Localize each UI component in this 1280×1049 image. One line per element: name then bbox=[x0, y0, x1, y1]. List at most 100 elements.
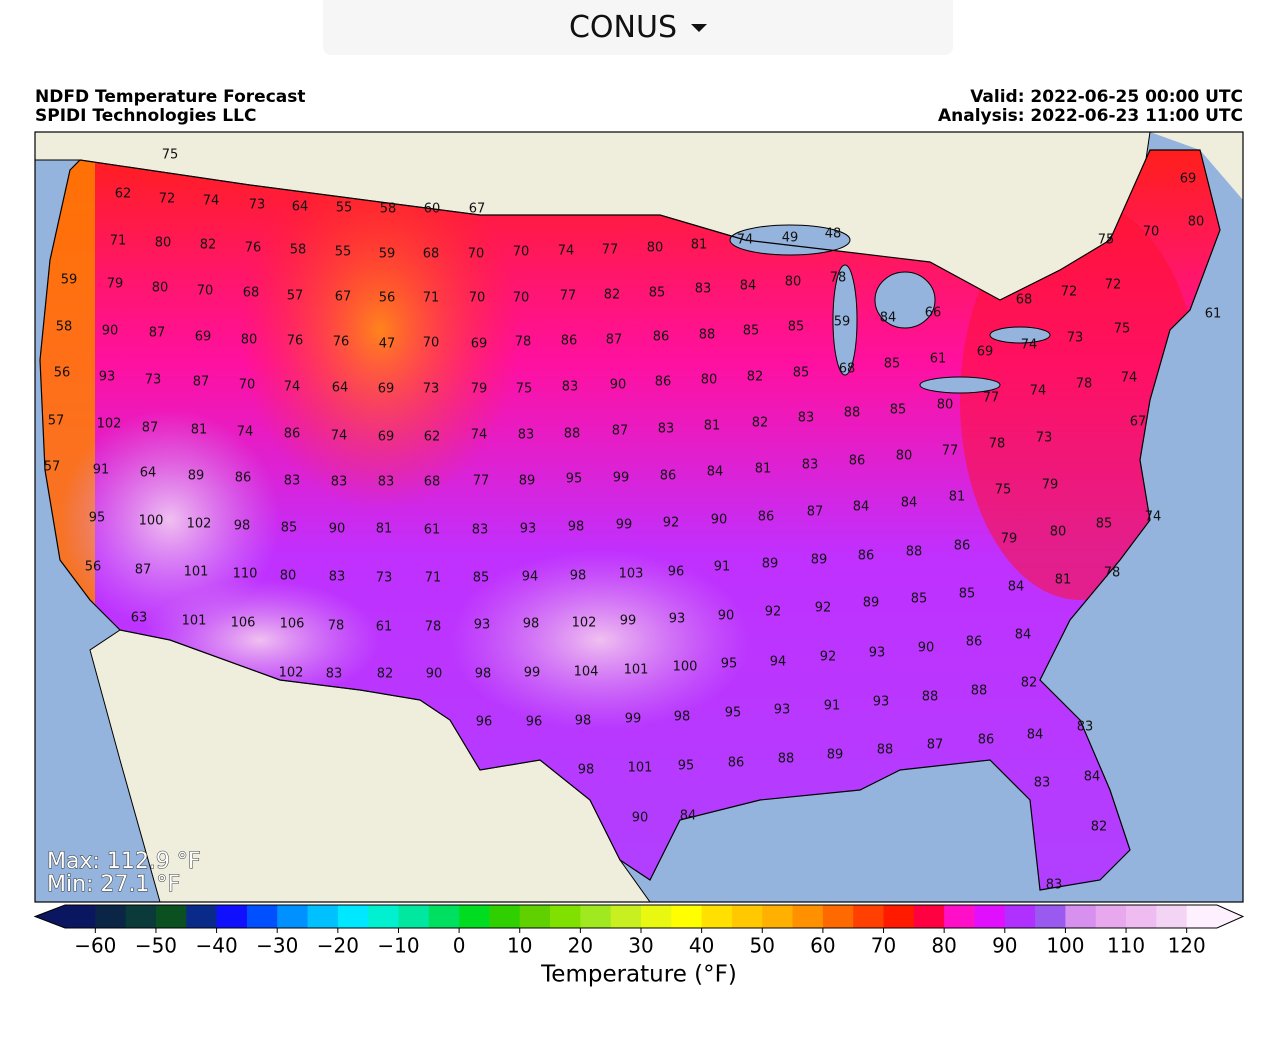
station-value: 69 bbox=[378, 382, 395, 397]
station-value: 75 bbox=[162, 148, 179, 163]
station-value: 91 bbox=[714, 560, 731, 575]
station-value: 98 bbox=[570, 569, 587, 584]
station-value: 89 bbox=[863, 596, 880, 611]
station-value: 78 bbox=[1104, 566, 1121, 581]
colorbar-segment bbox=[550, 905, 581, 928]
station-value: 85 bbox=[649, 286, 666, 301]
region-selector[interactable]: CONUS bbox=[323, 0, 953, 55]
station-value: 93 bbox=[774, 703, 791, 718]
station-value: 56 bbox=[379, 291, 396, 306]
station-value: 73 bbox=[249, 198, 266, 213]
colorbar-tick-label: 80 bbox=[931, 934, 956, 958]
station-value: 85 bbox=[890, 403, 907, 418]
station-value: 55 bbox=[336, 201, 353, 216]
colorbar-segment bbox=[1186, 905, 1218, 928]
station-value: 74 bbox=[471, 428, 488, 443]
colorbar-segment bbox=[125, 905, 157, 928]
station-value: 81 bbox=[949, 490, 966, 505]
colorbar-segment bbox=[1065, 905, 1097, 928]
station-value: 88 bbox=[877, 743, 894, 758]
colorbar-tick-label: 0 bbox=[453, 934, 466, 958]
station-value: 85 bbox=[788, 320, 805, 335]
station-value: 70 bbox=[469, 291, 486, 306]
station-value: 64 bbox=[140, 466, 157, 481]
station-value: 78 bbox=[830, 271, 847, 286]
station-value: 74 bbox=[1021, 338, 1038, 353]
station-value: 78 bbox=[989, 437, 1006, 452]
station-value: 88 bbox=[971, 684, 988, 699]
station-value: 77 bbox=[942, 444, 959, 459]
station-value: 99 bbox=[625, 712, 642, 727]
colorbar-tick-label: 10 bbox=[507, 934, 532, 958]
colorbar: −60 −50 −40 −30 −20 −10 0 10 20 30 40 50 60 70 80 90 100… bbox=[33, 904, 1245, 958]
station-value: 74 bbox=[331, 429, 348, 444]
station-value: 83 bbox=[331, 475, 348, 490]
colorbar-segment bbox=[216, 905, 248, 928]
station-value: 83 bbox=[1034, 776, 1051, 791]
station-value: 72 bbox=[1105, 278, 1122, 293]
station-value: 95 bbox=[721, 657, 738, 672]
colorbar-segment bbox=[155, 905, 187, 928]
colorbar-tick-label: −50 bbox=[135, 934, 177, 958]
station-value: 57 bbox=[48, 414, 65, 429]
colorbar-segment bbox=[822, 905, 854, 928]
station-value: 75 bbox=[1114, 322, 1131, 337]
station-value: 78 bbox=[328, 619, 345, 634]
station-value: 101 bbox=[628, 761, 653, 776]
station-value: 85 bbox=[959, 587, 976, 602]
station-value: 58 bbox=[380, 202, 397, 217]
station-value: 86 bbox=[849, 454, 866, 469]
colorbar-tick-label: 30 bbox=[628, 934, 653, 958]
station-value: 61 bbox=[930, 352, 947, 367]
colorbar-segment bbox=[398, 905, 430, 928]
station-value: 83 bbox=[658, 422, 675, 437]
station-value: 74 bbox=[1145, 510, 1162, 525]
colorbar-segment bbox=[1095, 905, 1127, 928]
colorbar-segment bbox=[519, 905, 551, 928]
colorbar-tick-label: 50 bbox=[750, 934, 775, 958]
station-value: 70 bbox=[513, 245, 530, 260]
station-value: 94 bbox=[522, 570, 539, 585]
station-value: 82 bbox=[377, 667, 394, 682]
max-temp: Max: 112.9 °F bbox=[47, 849, 201, 874]
station-value: 93 bbox=[474, 618, 491, 633]
station-value: 85 bbox=[281, 521, 298, 536]
colorbar-segment bbox=[65, 905, 96, 928]
station-value: 59 bbox=[61, 273, 78, 288]
station-value: 84 bbox=[1027, 728, 1044, 743]
station-value: 77 bbox=[602, 243, 619, 258]
station-value: 61 bbox=[1205, 307, 1222, 322]
station-value: 86 bbox=[728, 756, 745, 771]
station-value: 93 bbox=[869, 646, 886, 661]
station-value: 89 bbox=[811, 553, 828, 568]
station-value: 67 bbox=[335, 290, 352, 305]
colorbar-tick-label: 60 bbox=[810, 934, 835, 958]
station-value: 87 bbox=[193, 375, 210, 390]
colorbar-segment bbox=[246, 905, 278, 928]
colorbar-tick-label: 70 bbox=[871, 934, 896, 958]
station-value: 102 bbox=[279, 666, 304, 681]
station-value: 101 bbox=[182, 614, 207, 629]
station-value: 80 bbox=[152, 281, 169, 296]
station-value: 75 bbox=[1098, 233, 1115, 248]
station-value: 77 bbox=[473, 474, 490, 489]
station-value: 83 bbox=[378, 475, 395, 490]
station-value: 88 bbox=[906, 545, 923, 560]
colorbar-tick-label: −20 bbox=[317, 934, 359, 958]
station-value: 98 bbox=[575, 714, 592, 729]
station-value: 86 bbox=[978, 733, 995, 748]
station-value: 82 bbox=[747, 370, 764, 385]
station-value: 67 bbox=[469, 202, 486, 217]
station-value: 88 bbox=[778, 752, 795, 767]
station-value: 90 bbox=[102, 324, 119, 339]
station-value: 80 bbox=[155, 236, 172, 251]
station-value: 106 bbox=[280, 617, 305, 632]
station-value: 81 bbox=[704, 419, 721, 434]
station-value: 48 bbox=[825, 227, 842, 242]
station-value: 74 bbox=[1030, 384, 1047, 399]
station-value: 96 bbox=[526, 715, 543, 730]
station-value: 89 bbox=[519, 474, 536, 489]
station-value: 86 bbox=[660, 469, 677, 484]
station-value: 94 bbox=[770, 655, 787, 670]
station-value: 93 bbox=[520, 522, 537, 537]
